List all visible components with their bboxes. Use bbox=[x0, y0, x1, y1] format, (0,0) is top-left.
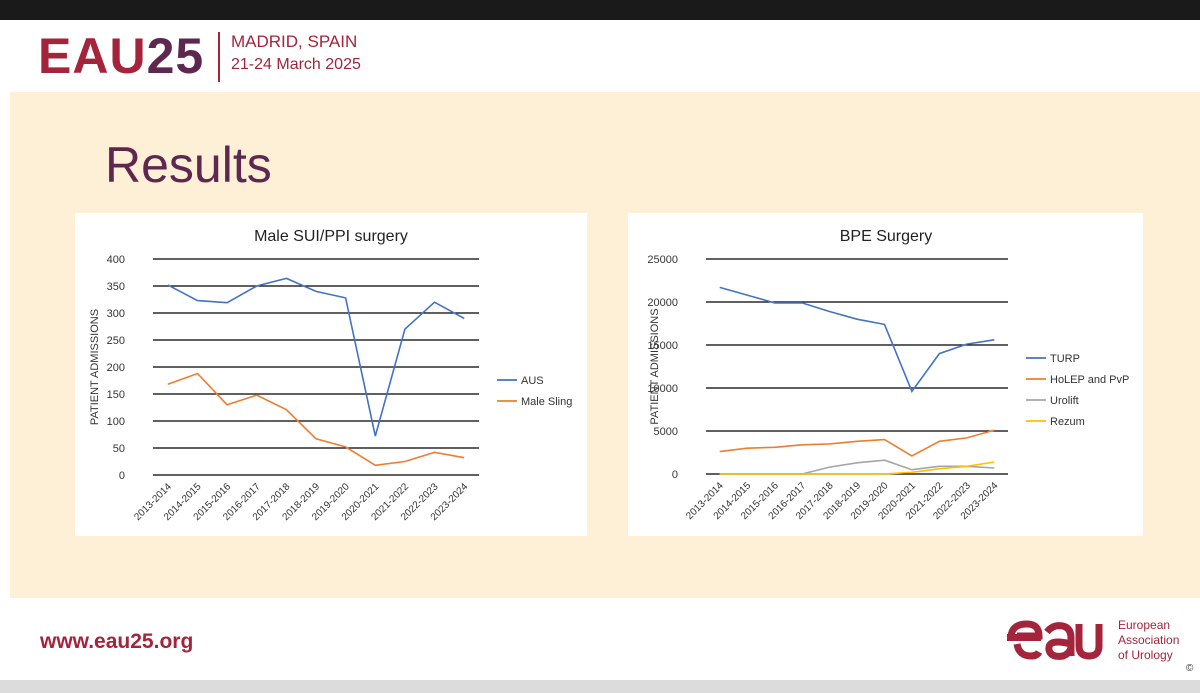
eau-organisation-name: European Association of Urology bbox=[1118, 618, 1179, 663]
chart1-y-tick-label: 0 bbox=[119, 470, 125, 482]
chart-bpe-panel: BPE Surgery 0 5000 10000 15000 20000 25000 PATI… bbox=[628, 213, 1143, 536]
eau25-logo: EAU25 bbox=[38, 28, 204, 84]
org-line-1: European bbox=[1118, 618, 1171, 632]
chart2-y-tick-label: 15000 bbox=[647, 340, 678, 352]
slide-header: EAU25 MADRID, SPAIN 21-24 March 2025 bbox=[0, 20, 1200, 92]
chart1-y-tick-label: 100 bbox=[107, 416, 125, 428]
chart2-y-tick-label: 25000 bbox=[647, 254, 678, 266]
chart2-y-tick-label: 5000 bbox=[654, 426, 678, 438]
chart2-y-axis-label: PATIENT ADMISSIONS bbox=[649, 308, 661, 424]
window-top-bar bbox=[0, 0, 1200, 20]
chart1-y-tick-label: 50 bbox=[113, 443, 125, 455]
chart1-y-tick-label: 300 bbox=[107, 308, 125, 320]
chart-bpe-svg: BPE Surgery 0 5000 10000 15000 20000 25000 PATI… bbox=[647, 228, 1129, 522]
chart1-y-axis-label: PATIENT ADMISSIONS bbox=[89, 309, 101, 425]
chart1-y-tick-label: 250 bbox=[107, 335, 125, 347]
chart2-y-tick-label: 10000 bbox=[647, 383, 678, 395]
chart2-series-line-turp bbox=[719, 286, 995, 394]
chart1-legend-label: AUS bbox=[521, 375, 544, 387]
chart1-title: Male SUI/PPI surgery bbox=[254, 228, 408, 245]
window-bottom-bar bbox=[0, 680, 1200, 693]
chart-male-sui-panel: Male SUI/PPI surgery 0 50 100 150 200 250 300 35… bbox=[75, 213, 587, 536]
event-dates: 21-24 March 2025 bbox=[231, 56, 361, 73]
copyright-mark: © bbox=[1186, 663, 1194, 674]
chart1-legend-label: Male Sling bbox=[521, 396, 572, 408]
slide-title: Results bbox=[105, 137, 272, 193]
logo-divider bbox=[218, 32, 220, 82]
chart2-legend-label: HoLEP and PvP bbox=[1050, 374, 1129, 386]
chart2-legend-label: Rezum bbox=[1050, 416, 1085, 428]
chart1-y-tick-label: 200 bbox=[107, 362, 125, 374]
org-line-2: Association bbox=[1118, 633, 1180, 647]
footer-url: www.eau25.org bbox=[40, 630, 194, 653]
chart-male-sui-svg: Male SUI/PPI surgery 0 50 100 150 200 250 300 35… bbox=[89, 228, 572, 523]
chart1-y-tick-label: 350 bbox=[107, 281, 125, 293]
event-city: MADRID, SPAIN bbox=[231, 32, 358, 51]
chart1-y-tick-label: 400 bbox=[107, 254, 125, 266]
chart2-y-tick-label: 20000 bbox=[647, 297, 678, 309]
chart1-y-tick-label: 150 bbox=[107, 389, 125, 401]
chart2-series-line-rezum bbox=[719, 461, 995, 475]
chart2-legend-label: TURP bbox=[1050, 353, 1080, 365]
eau-logo-icon bbox=[1007, 620, 1103, 660]
slide-footer: www.eau25.org European Association of Ur… bbox=[0, 598, 1200, 680]
chart2-y-tick-label: 0 bbox=[672, 469, 678, 481]
chart1-series-line-male-sling bbox=[167, 372, 465, 467]
org-line-3: of Urology bbox=[1118, 648, 1173, 662]
chart2-series-line-holep-and-pvp bbox=[719, 429, 995, 457]
chart2-title: BPE Surgery bbox=[840, 228, 932, 245]
chart1-series-line-aus bbox=[167, 277, 465, 437]
logo-letters: EAU bbox=[38, 28, 147, 84]
logo-number: 25 bbox=[146, 28, 205, 84]
chart2-legend-label: Urolift bbox=[1050, 395, 1079, 407]
